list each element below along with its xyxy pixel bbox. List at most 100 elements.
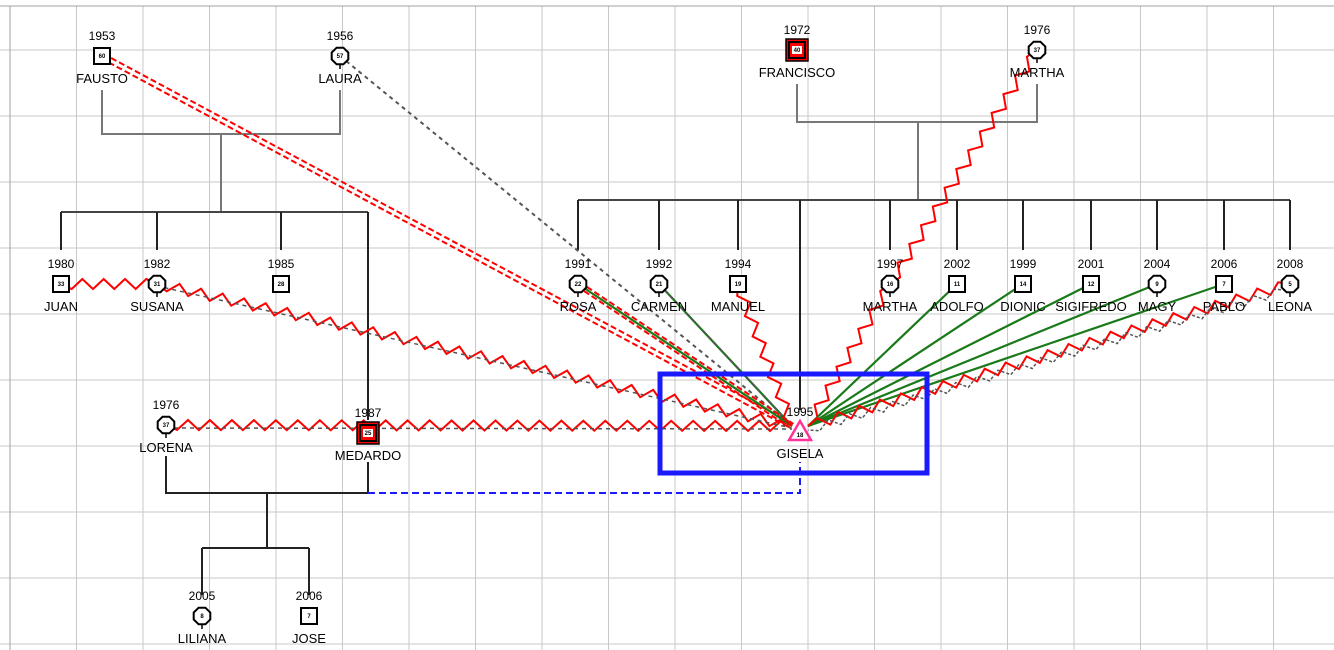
person-martha_c[interactable]: 1997 16 MARTHA	[863, 257, 918, 314]
relation-distant-double-fausto-gisela	[100, 57, 792, 430]
relation-conflict-juan-susana	[60, 277, 158, 291]
relation-distant-susana-gisela	[156, 285, 792, 429]
person-age: 11	[954, 282, 961, 288]
person-name: MEDARDO	[335, 448, 401, 463]
person-name: DIONIC	[1000, 299, 1046, 314]
relation-lines	[60, 49, 1291, 433]
person-martha_m[interactable]: 1976 37 MARTHA	[1010, 23, 1065, 80]
person-gisela[interactable]: 1995 18 GISELA	[777, 405, 824, 461]
person-manuel[interactable]: 1994 19 MANUEL	[711, 257, 765, 314]
relation-conflict-lorena-gisela	[165, 418, 793, 433]
person-name: ADOLFO	[930, 299, 983, 314]
person-rosa[interactable]: 1991 22 ROSA	[560, 257, 597, 314]
person-birth-year: 1976	[153, 398, 180, 412]
person-age: 16	[887, 282, 894, 288]
relation-conflict-distant-leona-gisela	[807, 288, 1287, 432]
person-dionic[interactable]: 1999 14 DIONIC	[1000, 257, 1046, 314]
index-highlight-box	[657, 371, 930, 476]
person-juan[interactable]: 1980 33 JUAN	[44, 257, 78, 314]
person-liliana[interactable]: 2005 8 LILIANA	[178, 589, 227, 646]
person-birth-year: 1985	[268, 257, 295, 271]
person-female-symbol	[1147, 274, 1167, 294]
person-age: 12	[1088, 282, 1095, 288]
person-name: JUAN	[44, 299, 78, 314]
index-highlight-rect	[657, 371, 930, 476]
person-female-symbol	[330, 46, 350, 66]
person-francisco[interactable]: 1972 40 FRANCISCO	[759, 23, 836, 80]
relation-close-rosa-gisela	[577, 283, 793, 427]
person-magy[interactable]: 2004 9 MAGY	[1138, 257, 1177, 314]
person-fausto[interactable]: 1953 60 FAUSTO	[76, 29, 128, 86]
person-age: 14	[1020, 282, 1027, 288]
person-birth-year: 1991	[565, 257, 592, 271]
person-birth-year: 1953	[89, 29, 116, 43]
person-male-symbol	[948, 275, 966, 293]
person-birth-year: 1992	[646, 257, 673, 271]
person-sigifredo[interactable]: 2001 12 SIGIFREDO	[1055, 257, 1127, 314]
person-birth-year: 2006	[296, 589, 323, 603]
index-person-triangle	[786, 418, 814, 442]
person-name: MARTHA	[1010, 65, 1065, 80]
person-birth-year: 2006	[1211, 257, 1238, 271]
person-name: LORENA	[139, 440, 193, 455]
person-birth-year: 1999	[1010, 257, 1037, 271]
relation-distant-laura-gisela	[339, 55, 793, 427]
person-age: 28	[278, 282, 285, 288]
person-age: 37	[163, 423, 170, 429]
person-female-symbol	[649, 274, 669, 294]
person-name: FAUSTO	[76, 71, 128, 86]
person-age: 31	[154, 282, 161, 288]
person-birth-year: 2008	[1277, 257, 1304, 271]
background-grid	[0, 5, 1334, 650]
person-medardo[interactable]: 1987 25 MEDARDO	[335, 406, 401, 463]
marriage-line-fausto-laura	[101, 90, 341, 135]
person-jose[interactable]: 2006 7 JOSE	[292, 589, 326, 646]
person-susana[interactable]: 1982 31 SUSANA	[130, 257, 184, 314]
person-male-symbol	[300, 607, 318, 625]
person-age: 22	[575, 282, 582, 288]
relation-close-sigifredo-gisela	[807, 283, 1092, 427]
person-age: 25	[365, 431, 372, 437]
person-name: FRANCISCO	[759, 65, 836, 80]
person-male-symbol	[1014, 275, 1032, 293]
relation-distant-double-rosa-gisela	[576, 285, 792, 429]
relation-conflict-martha_c-gisela	[807, 283, 891, 427]
person-female-symbol	[568, 274, 588, 294]
person-female-symbol	[1280, 274, 1300, 294]
person-age: 9	[1155, 282, 1159, 288]
person-lorena[interactable]: 1976 37 LORENA	[139, 398, 193, 455]
person-name: MANUEL	[711, 299, 765, 314]
person-adolfo[interactable]: 2002 11 ADOLFO	[930, 257, 983, 314]
person-name: JOSE	[292, 631, 326, 646]
person-female-symbol	[1027, 40, 1047, 60]
relation-conflict-manuel-gisela	[736, 283, 793, 427]
person-birth-year: 2001	[1078, 257, 1105, 271]
person-name: SIGIFREDO	[1055, 299, 1127, 314]
person-carmen[interactable]: 1992 21 CARMEN	[631, 257, 687, 314]
person-birth-year: 1980	[48, 257, 75, 271]
person-name: SUSANA	[130, 299, 184, 314]
person-p1985[interactable]: 1985 28	[268, 257, 295, 293]
person-female-symbol	[156, 415, 176, 435]
person-age: 5	[1288, 282, 1292, 288]
relation-distant-double-fausto-gisela	[102, 52, 794, 425]
relation-distant-lorena-gisela	[165, 427, 792, 430]
person-leona[interactable]: 2008 5 LEONA	[1268, 257, 1312, 314]
person-male-symbol	[52, 275, 70, 293]
person-birth-year: 2004	[1144, 257, 1171, 271]
person-laura[interactable]: 1956 57 LAURA	[318, 29, 362, 86]
people-layer: 195360FAUSTO195657LAURA197240FRANCISCO19…	[44, 23, 1312, 646]
person-age: 40	[794, 48, 801, 54]
relation-close-magy-gisela	[807, 282, 1158, 428]
person-name: ROSA	[560, 299, 597, 314]
person-pablo[interactable]: 2006 7 PABLO	[1203, 257, 1245, 314]
person-birth-year: 1972	[784, 23, 811, 37]
person-age: 57	[337, 54, 344, 60]
person-name: CARMEN	[631, 299, 687, 314]
relation-conflict-martha_m-martha_c	[889, 49, 1038, 285]
person-female-symbol	[147, 274, 167, 294]
person-age: 21	[656, 282, 663, 288]
person-name: MARTHA	[863, 299, 918, 314]
person-male-symbol	[93, 47, 111, 65]
